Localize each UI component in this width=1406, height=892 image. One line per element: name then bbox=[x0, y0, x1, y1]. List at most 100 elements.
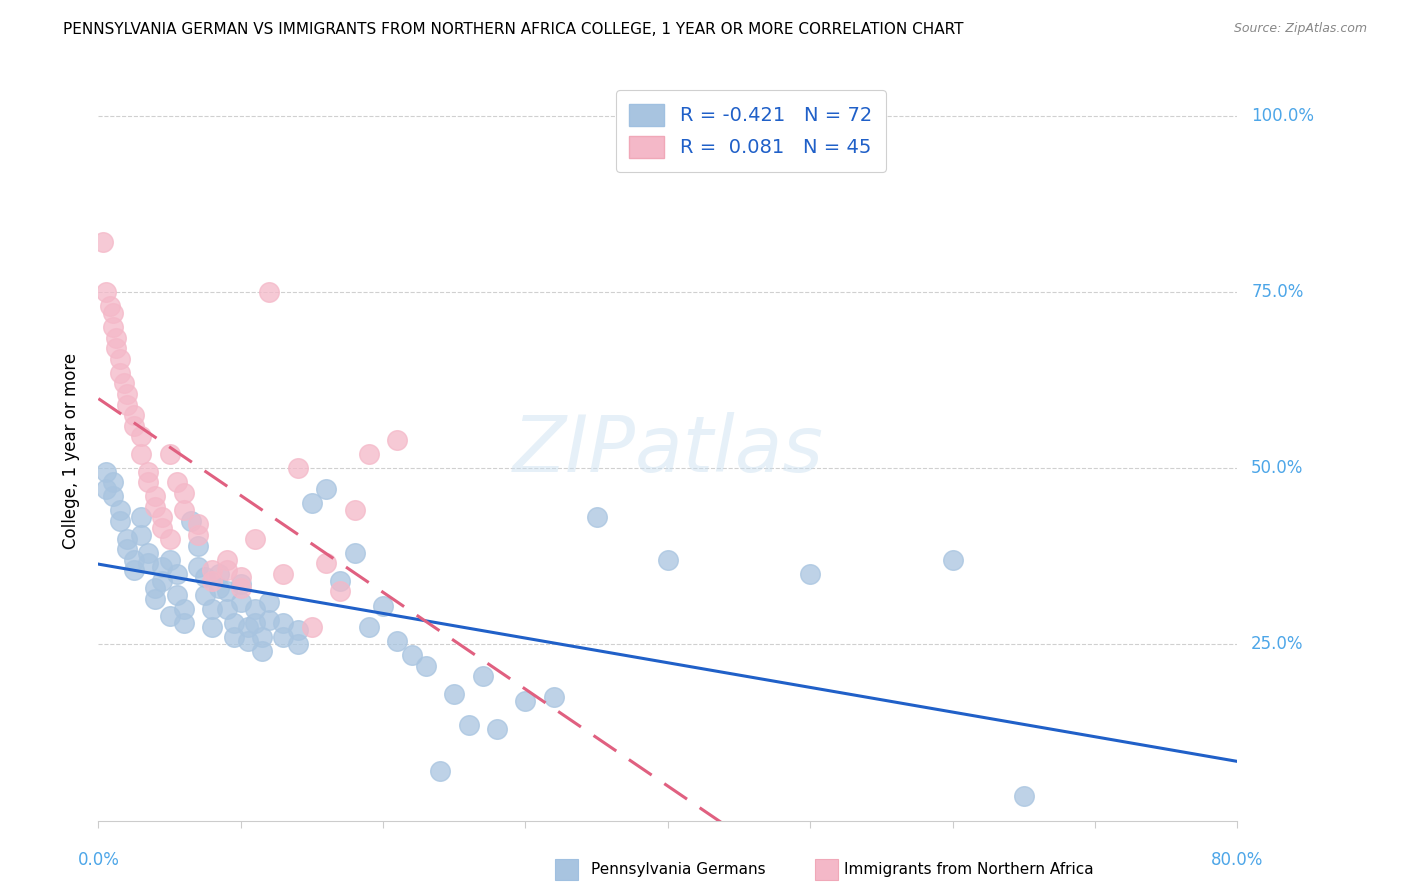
Point bbox=[166, 475, 188, 490]
Point bbox=[159, 609, 181, 624]
Point bbox=[229, 570, 252, 584]
Point bbox=[104, 341, 127, 355]
Text: ZIPatlas: ZIPatlas bbox=[512, 412, 824, 489]
Point bbox=[229, 595, 252, 609]
Point bbox=[112, 376, 135, 391]
Point bbox=[129, 510, 152, 524]
Point bbox=[215, 553, 238, 567]
Point bbox=[115, 398, 138, 412]
Point bbox=[236, 633, 259, 648]
Text: PENNSYLVANIA GERMAN VS IMMIGRANTS FROM NORTHERN AFRICA COLLEGE, 1 YEAR OR MORE C: PENNSYLVANIA GERMAN VS IMMIGRANTS FROM N… bbox=[63, 22, 963, 37]
Point bbox=[152, 574, 174, 588]
Point bbox=[329, 574, 352, 588]
Point bbox=[145, 489, 167, 503]
Point bbox=[159, 553, 181, 567]
Point bbox=[585, 510, 607, 524]
Point bbox=[250, 644, 273, 658]
Point bbox=[136, 546, 159, 560]
Point bbox=[471, 669, 494, 683]
Point bbox=[259, 613, 281, 627]
Point bbox=[287, 624, 309, 638]
Y-axis label: College, 1 year or more: College, 1 year or more bbox=[62, 352, 80, 549]
Point bbox=[194, 570, 217, 584]
Point bbox=[343, 503, 366, 517]
Point bbox=[94, 482, 117, 496]
Point bbox=[215, 584, 238, 599]
Point bbox=[173, 485, 195, 500]
Point bbox=[152, 521, 174, 535]
Point bbox=[129, 429, 152, 443]
Point bbox=[187, 559, 209, 574]
Point bbox=[115, 532, 138, 546]
Text: 50.0%: 50.0% bbox=[1251, 459, 1303, 477]
Point bbox=[108, 514, 131, 528]
Point bbox=[129, 528, 152, 542]
Point bbox=[136, 475, 159, 490]
Point bbox=[429, 764, 451, 779]
Point bbox=[273, 630, 295, 644]
Point bbox=[357, 620, 380, 634]
Point bbox=[173, 616, 195, 631]
Point bbox=[98, 299, 121, 313]
Point bbox=[91, 235, 114, 250]
Point bbox=[315, 482, 337, 496]
Point bbox=[229, 577, 252, 591]
Point bbox=[371, 599, 394, 613]
Point bbox=[243, 616, 266, 631]
Point bbox=[173, 503, 195, 517]
Text: 25.0%: 25.0% bbox=[1251, 635, 1303, 653]
Point bbox=[129, 447, 152, 461]
Point bbox=[208, 581, 231, 595]
Point bbox=[136, 556, 159, 570]
Point bbox=[343, 546, 366, 560]
Point bbox=[187, 539, 209, 553]
Point bbox=[273, 566, 295, 581]
Point bbox=[187, 528, 209, 542]
Point bbox=[194, 588, 217, 602]
Point bbox=[215, 563, 238, 577]
Point bbox=[486, 722, 509, 736]
Point bbox=[387, 433, 409, 447]
Point bbox=[104, 331, 127, 345]
Point bbox=[101, 489, 124, 503]
Point bbox=[122, 553, 145, 567]
Point bbox=[180, 514, 202, 528]
Point bbox=[443, 687, 465, 701]
Text: 75.0%: 75.0% bbox=[1251, 283, 1303, 301]
Point bbox=[287, 637, 309, 651]
Point bbox=[215, 602, 238, 616]
Point bbox=[136, 465, 159, 479]
Point bbox=[229, 581, 252, 595]
Point bbox=[101, 475, 124, 490]
Point bbox=[515, 694, 537, 708]
Point bbox=[166, 588, 188, 602]
Point bbox=[315, 556, 337, 570]
Point bbox=[222, 616, 245, 631]
Point bbox=[259, 595, 281, 609]
Point bbox=[222, 630, 245, 644]
Point bbox=[329, 584, 352, 599]
Point bbox=[201, 563, 224, 577]
Point bbox=[108, 366, 131, 380]
Text: 0.0%: 0.0% bbox=[77, 851, 120, 869]
Point bbox=[159, 447, 181, 461]
Point bbox=[173, 602, 195, 616]
Point bbox=[101, 320, 124, 334]
Point bbox=[94, 285, 117, 299]
Point bbox=[166, 566, 188, 581]
Point bbox=[942, 553, 965, 567]
Point bbox=[301, 620, 323, 634]
Text: Pennsylvania Germans: Pennsylvania Germans bbox=[591, 863, 765, 877]
Point bbox=[201, 620, 224, 634]
Text: Source: ZipAtlas.com: Source: ZipAtlas.com bbox=[1233, 22, 1367, 36]
Point bbox=[543, 690, 565, 705]
Point bbox=[122, 563, 145, 577]
Point bbox=[243, 602, 266, 616]
Point bbox=[208, 566, 231, 581]
Point bbox=[201, 602, 224, 616]
Point bbox=[250, 630, 273, 644]
Point bbox=[145, 581, 167, 595]
Point bbox=[357, 447, 380, 461]
Point bbox=[287, 461, 309, 475]
Point bbox=[145, 500, 167, 514]
